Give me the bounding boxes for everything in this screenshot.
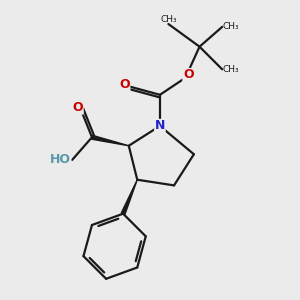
- Text: CH₃: CH₃: [222, 22, 239, 32]
- Text: N: N: [155, 119, 165, 132]
- Text: O: O: [183, 68, 194, 82]
- Text: O: O: [119, 78, 130, 92]
- Text: CH₃: CH₃: [160, 15, 177, 24]
- Polygon shape: [92, 135, 129, 146]
- Polygon shape: [121, 180, 137, 214]
- Text: CH₃: CH₃: [222, 65, 239, 74]
- Text: HO: HO: [50, 153, 71, 167]
- Text: O: O: [73, 101, 83, 114]
